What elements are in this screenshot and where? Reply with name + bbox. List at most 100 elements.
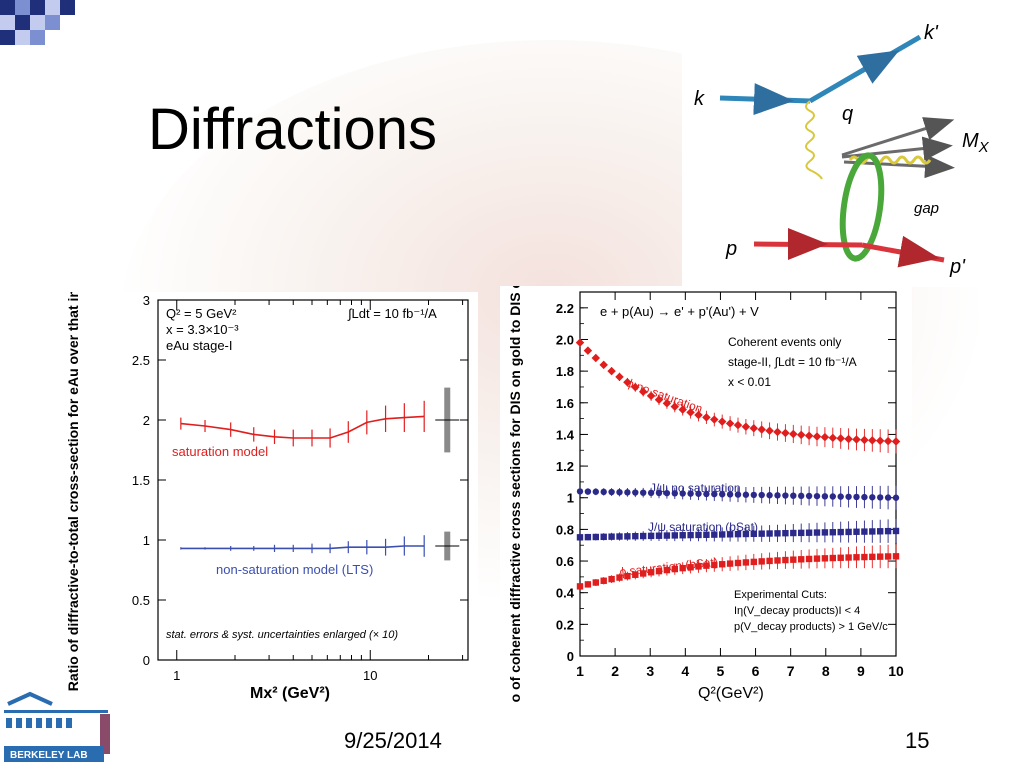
right-point	[719, 561, 726, 568]
right-point	[733, 420, 743, 430]
right-point	[892, 494, 900, 501]
right-ytick-label: 0.6	[556, 554, 574, 569]
right-point	[853, 528, 860, 535]
right-point	[742, 559, 750, 566]
right-chart: 0 0.2 0.4 0.6 0.8 1 1.2 1.4 1.6 1.8 2.0 2.2 1 2 3 4 5 6 7 8…	[500, 223, 912, 729]
right-point	[877, 553, 884, 560]
left-xtick-label: 1	[173, 668, 180, 683]
right-point	[853, 554, 860, 561]
right-point	[869, 494, 876, 501]
left-ylabel: Ratio of diffractive-to-total cross-sect…	[65, 292, 81, 691]
right-point	[766, 557, 773, 565]
right-point	[804, 431, 814, 440]
right-point	[632, 532, 639, 540]
right-point	[717, 417, 727, 426]
right-xtick-label: 9	[857, 663, 865, 679]
left-ytick-label: 2	[143, 413, 150, 428]
right-point	[624, 572, 631, 580]
right-ylabel: Ratio of coherent diffractive cross sect…	[507, 286, 523, 702]
right-point	[868, 436, 877, 445]
right-point	[662, 399, 672, 408]
label-p-prime: p'	[949, 256, 966, 278]
right-point	[774, 530, 781, 537]
right-point	[877, 528, 884, 535]
right-point	[632, 489, 639, 496]
left-ytick-label: 3	[143, 293, 150, 308]
right-ytick-label: 1.6	[556, 396, 574, 411]
right-point	[820, 432, 830, 442]
label-q: q	[842, 103, 853, 125]
right-xtick-label: 7	[787, 663, 795, 679]
right-point	[861, 528, 868, 535]
right-point	[631, 382, 640, 392]
right-point	[623, 377, 632, 387]
label-k: k	[694, 88, 705, 110]
page-number: 15	[905, 728, 930, 753]
right-point	[837, 493, 844, 500]
right-point	[640, 570, 647, 577]
right-ytick-label: 1	[567, 491, 574, 506]
right-point	[798, 556, 805, 563]
right-point	[837, 528, 844, 536]
right-point	[741, 422, 751, 431]
right-point	[695, 563, 702, 570]
feynman-diagram: k' k q MX gap p p'	[682, 17, 1000, 287]
right-point	[687, 564, 694, 571]
right-point	[703, 490, 710, 498]
right-title: e + p(Au) → e' + p'(Au') + V	[600, 304, 759, 319]
right-point	[584, 581, 592, 588]
right-point	[655, 567, 663, 575]
right-point	[719, 531, 726, 538]
right-point	[766, 530, 773, 537]
right-point	[616, 574, 623, 581]
right-point	[607, 366, 616, 376]
right-point	[600, 577, 607, 584]
right-point	[671, 532, 678, 539]
right-point	[813, 492, 821, 500]
right-point	[861, 553, 868, 561]
left-ytick-label: 1	[143, 533, 150, 548]
berkeley-lab-logo: BERKELEY LAB	[0, 686, 128, 768]
right-point	[869, 528, 876, 535]
left-series-line	[180, 545, 425, 550]
left-chart: 0 0.5 1 1.5 2 2.5 3 1 10 Q² = 5 GeV² x = 3.3×10⁻…	[48, 269, 478, 712]
right-point	[813, 555, 821, 562]
right-ytick-label: 0.4	[556, 586, 575, 601]
label-k-prime: k'	[924, 22, 939, 44]
right-point	[616, 489, 623, 496]
left-series-line	[180, 415, 425, 439]
left-ylabel-text: Ratio of diffractive-to-total cross-sect…	[65, 292, 81, 691]
left-ytick-label: 1.5	[132, 473, 150, 488]
right-point	[798, 492, 805, 500]
right-point	[877, 494, 884, 501]
right-point	[663, 532, 671, 539]
right-plot-frame	[579, 291, 897, 657]
right-point	[711, 531, 718, 538]
right-point	[686, 408, 695, 417]
right-point	[592, 533, 599, 541]
right-point	[734, 559, 742, 567]
right-point	[805, 529, 813, 536]
right-point	[845, 554, 852, 561]
right-point	[845, 528, 852, 536]
right-point	[774, 492, 781, 499]
right-point	[892, 553, 900, 560]
right-point	[584, 533, 592, 541]
right-point	[608, 575, 615, 583]
right-point	[821, 529, 829, 536]
right-point	[640, 532, 647, 540]
corner-decoration	[0, 0, 90, 60]
right-point	[884, 527, 892, 535]
right-label-phi-nosat: ϕ no saturation	[625, 376, 704, 416]
left-legend-nonsaturation: non-saturation model (LTS)	[216, 562, 373, 577]
left-legend-saturation: saturation model	[172, 444, 268, 459]
right-point	[687, 490, 694, 497]
right-point	[655, 532, 663, 539]
right-point	[646, 391, 656, 401]
right-annotation-stage: stage-II, ∫Ldt = 10 fb⁻¹/A	[728, 355, 857, 369]
right-point	[616, 533, 623, 540]
left-annotation-errors: stat. errors & syst. uncertainties enlar…	[166, 629, 398, 641]
right-point	[615, 372, 624, 382]
right-point	[789, 429, 798, 439]
right-point	[884, 494, 892, 501]
